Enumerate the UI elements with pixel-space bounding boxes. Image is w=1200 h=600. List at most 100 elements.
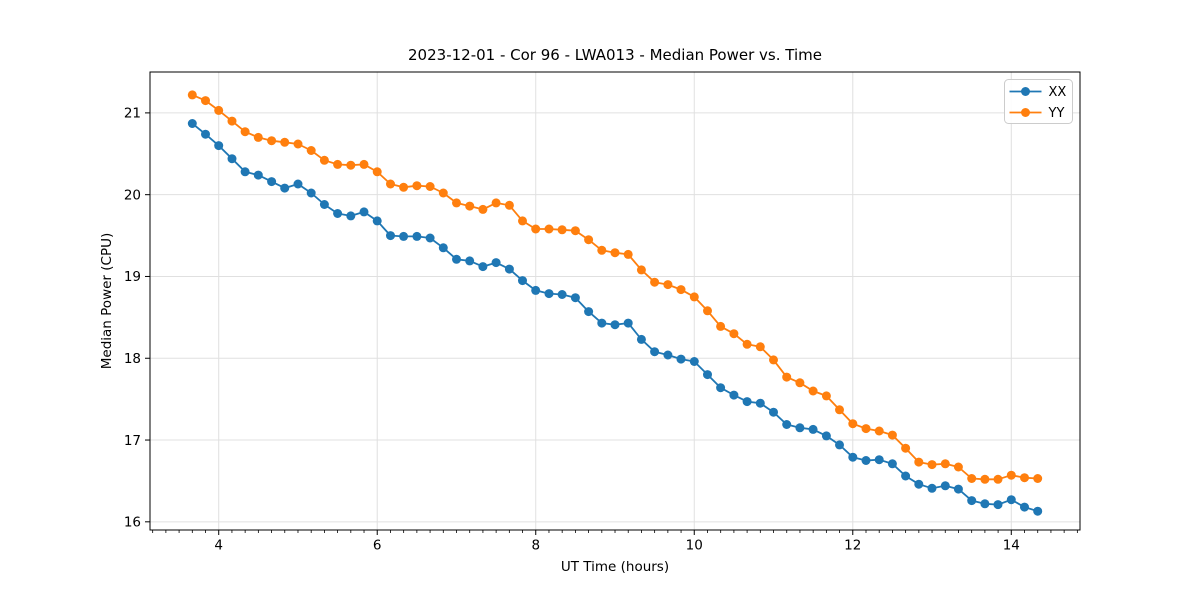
data-point-marker xyxy=(874,455,884,465)
data-point-marker xyxy=(452,198,461,208)
data-point-marker xyxy=(386,179,395,189)
data-point-marker xyxy=(399,182,409,192)
data-point-marker xyxy=(663,350,673,360)
data-point-marker xyxy=(610,248,620,258)
data-point-marker xyxy=(570,226,580,236)
data-point-marker xyxy=(993,474,1003,484)
data-point-marker xyxy=(993,500,1003,510)
data-point-marker xyxy=(782,372,792,382)
data-point-marker xyxy=(874,426,884,436)
data-point-marker xyxy=(504,264,514,274)
data-point-marker xyxy=(729,390,739,400)
data-point-marker xyxy=(901,443,911,453)
data-point-marker xyxy=(967,474,977,483)
data-point-marker xyxy=(491,258,501,268)
chart-title: 2023-12-01 - Cor 96 - LWA013 - Median Po… xyxy=(408,46,822,64)
data-point-marker xyxy=(425,233,435,243)
y-tick-label: 17 xyxy=(124,433,141,449)
data-point-marker xyxy=(769,355,778,365)
data-point-marker xyxy=(650,347,660,357)
data-point-marker xyxy=(531,224,541,234)
data-point-marker xyxy=(425,182,435,191)
data-point-marker xyxy=(914,479,924,489)
x-tick-label: 4 xyxy=(214,538,223,554)
data-point-marker xyxy=(835,405,844,415)
legend: XX YY xyxy=(1004,79,1073,124)
data-point-marker xyxy=(623,249,633,259)
data-point-marker xyxy=(399,231,409,241)
data-point-marker xyxy=(359,207,369,217)
data-point-marker xyxy=(386,231,395,241)
legend-sample-marker xyxy=(1021,108,1030,117)
data-point-marker xyxy=(253,170,263,180)
data-point-marker xyxy=(808,386,818,396)
data-point-marker xyxy=(359,159,369,169)
data-point-marker xyxy=(980,474,990,484)
data-point-marker xyxy=(742,339,752,349)
data-point-marker xyxy=(214,141,224,151)
y-tick-label: 19 xyxy=(124,269,141,285)
data-point-marker xyxy=(280,183,290,193)
data-point-marker xyxy=(1033,474,1043,483)
data-point-marker xyxy=(703,370,712,380)
data-point-marker xyxy=(650,277,660,287)
data-point-marker xyxy=(227,154,237,164)
data-point-marker xyxy=(795,378,805,388)
data-point-marker xyxy=(689,292,699,302)
data-point-marker xyxy=(663,280,673,290)
data-point-marker xyxy=(346,160,356,170)
series-yy xyxy=(187,90,1043,484)
data-point-marker xyxy=(1020,473,1029,483)
data-point-marker xyxy=(821,431,831,441)
data-point-marker xyxy=(729,329,739,339)
data-point-marker xyxy=(544,289,554,299)
data-point-marker xyxy=(491,198,501,208)
data-point-marker xyxy=(518,276,527,286)
data-point-marker xyxy=(306,146,316,155)
data-point-marker xyxy=(504,200,514,210)
data-point-marker xyxy=(267,136,277,146)
data-point-marker xyxy=(306,188,316,198)
legend-label: YY xyxy=(1048,106,1065,121)
data-point-marker xyxy=(544,224,554,234)
data-point-marker xyxy=(940,481,950,491)
series-line xyxy=(191,94,1038,481)
data-point-marker xyxy=(201,129,210,139)
legend-label: XX xyxy=(1049,85,1067,100)
data-point-marker xyxy=(927,483,937,493)
data-point-marker xyxy=(253,132,263,142)
data-point-marker xyxy=(267,177,277,187)
series-xx xyxy=(187,119,1043,516)
data-point-marker xyxy=(755,398,765,408)
data-point-marker xyxy=(333,159,343,169)
data-point-marker xyxy=(319,200,329,209)
data-point-marker xyxy=(953,462,963,472)
x-tick-label: 10 xyxy=(686,538,703,554)
data-point-marker xyxy=(623,318,633,328)
data-point-marker xyxy=(452,254,461,264)
data-point-marker xyxy=(187,90,197,100)
data-point-marker xyxy=(610,320,620,330)
data-point-marker xyxy=(478,262,488,272)
data-point-marker xyxy=(570,293,580,303)
data-point-marker xyxy=(636,334,646,344)
data-point-marker xyxy=(465,256,475,266)
data-point-marker xyxy=(597,318,607,328)
data-point-marker xyxy=(1006,470,1016,480)
plot-border xyxy=(149,71,1081,531)
data-point-marker xyxy=(795,423,805,433)
x-tick-label: 8 xyxy=(531,538,540,554)
data-point-marker xyxy=(940,459,950,469)
y-tick-label: 18 xyxy=(124,351,141,367)
data-point-marker xyxy=(293,179,303,189)
data-point-marker xyxy=(1020,502,1029,512)
data-point-marker xyxy=(214,105,224,115)
data-point-marker xyxy=(901,471,911,481)
data-point-marker xyxy=(676,354,686,364)
data-point-marker xyxy=(927,460,937,470)
data-point-marker xyxy=(280,137,290,147)
x-tick-label: 6 xyxy=(373,538,382,554)
data-point-marker xyxy=(676,285,686,295)
data-point-marker xyxy=(703,306,712,316)
